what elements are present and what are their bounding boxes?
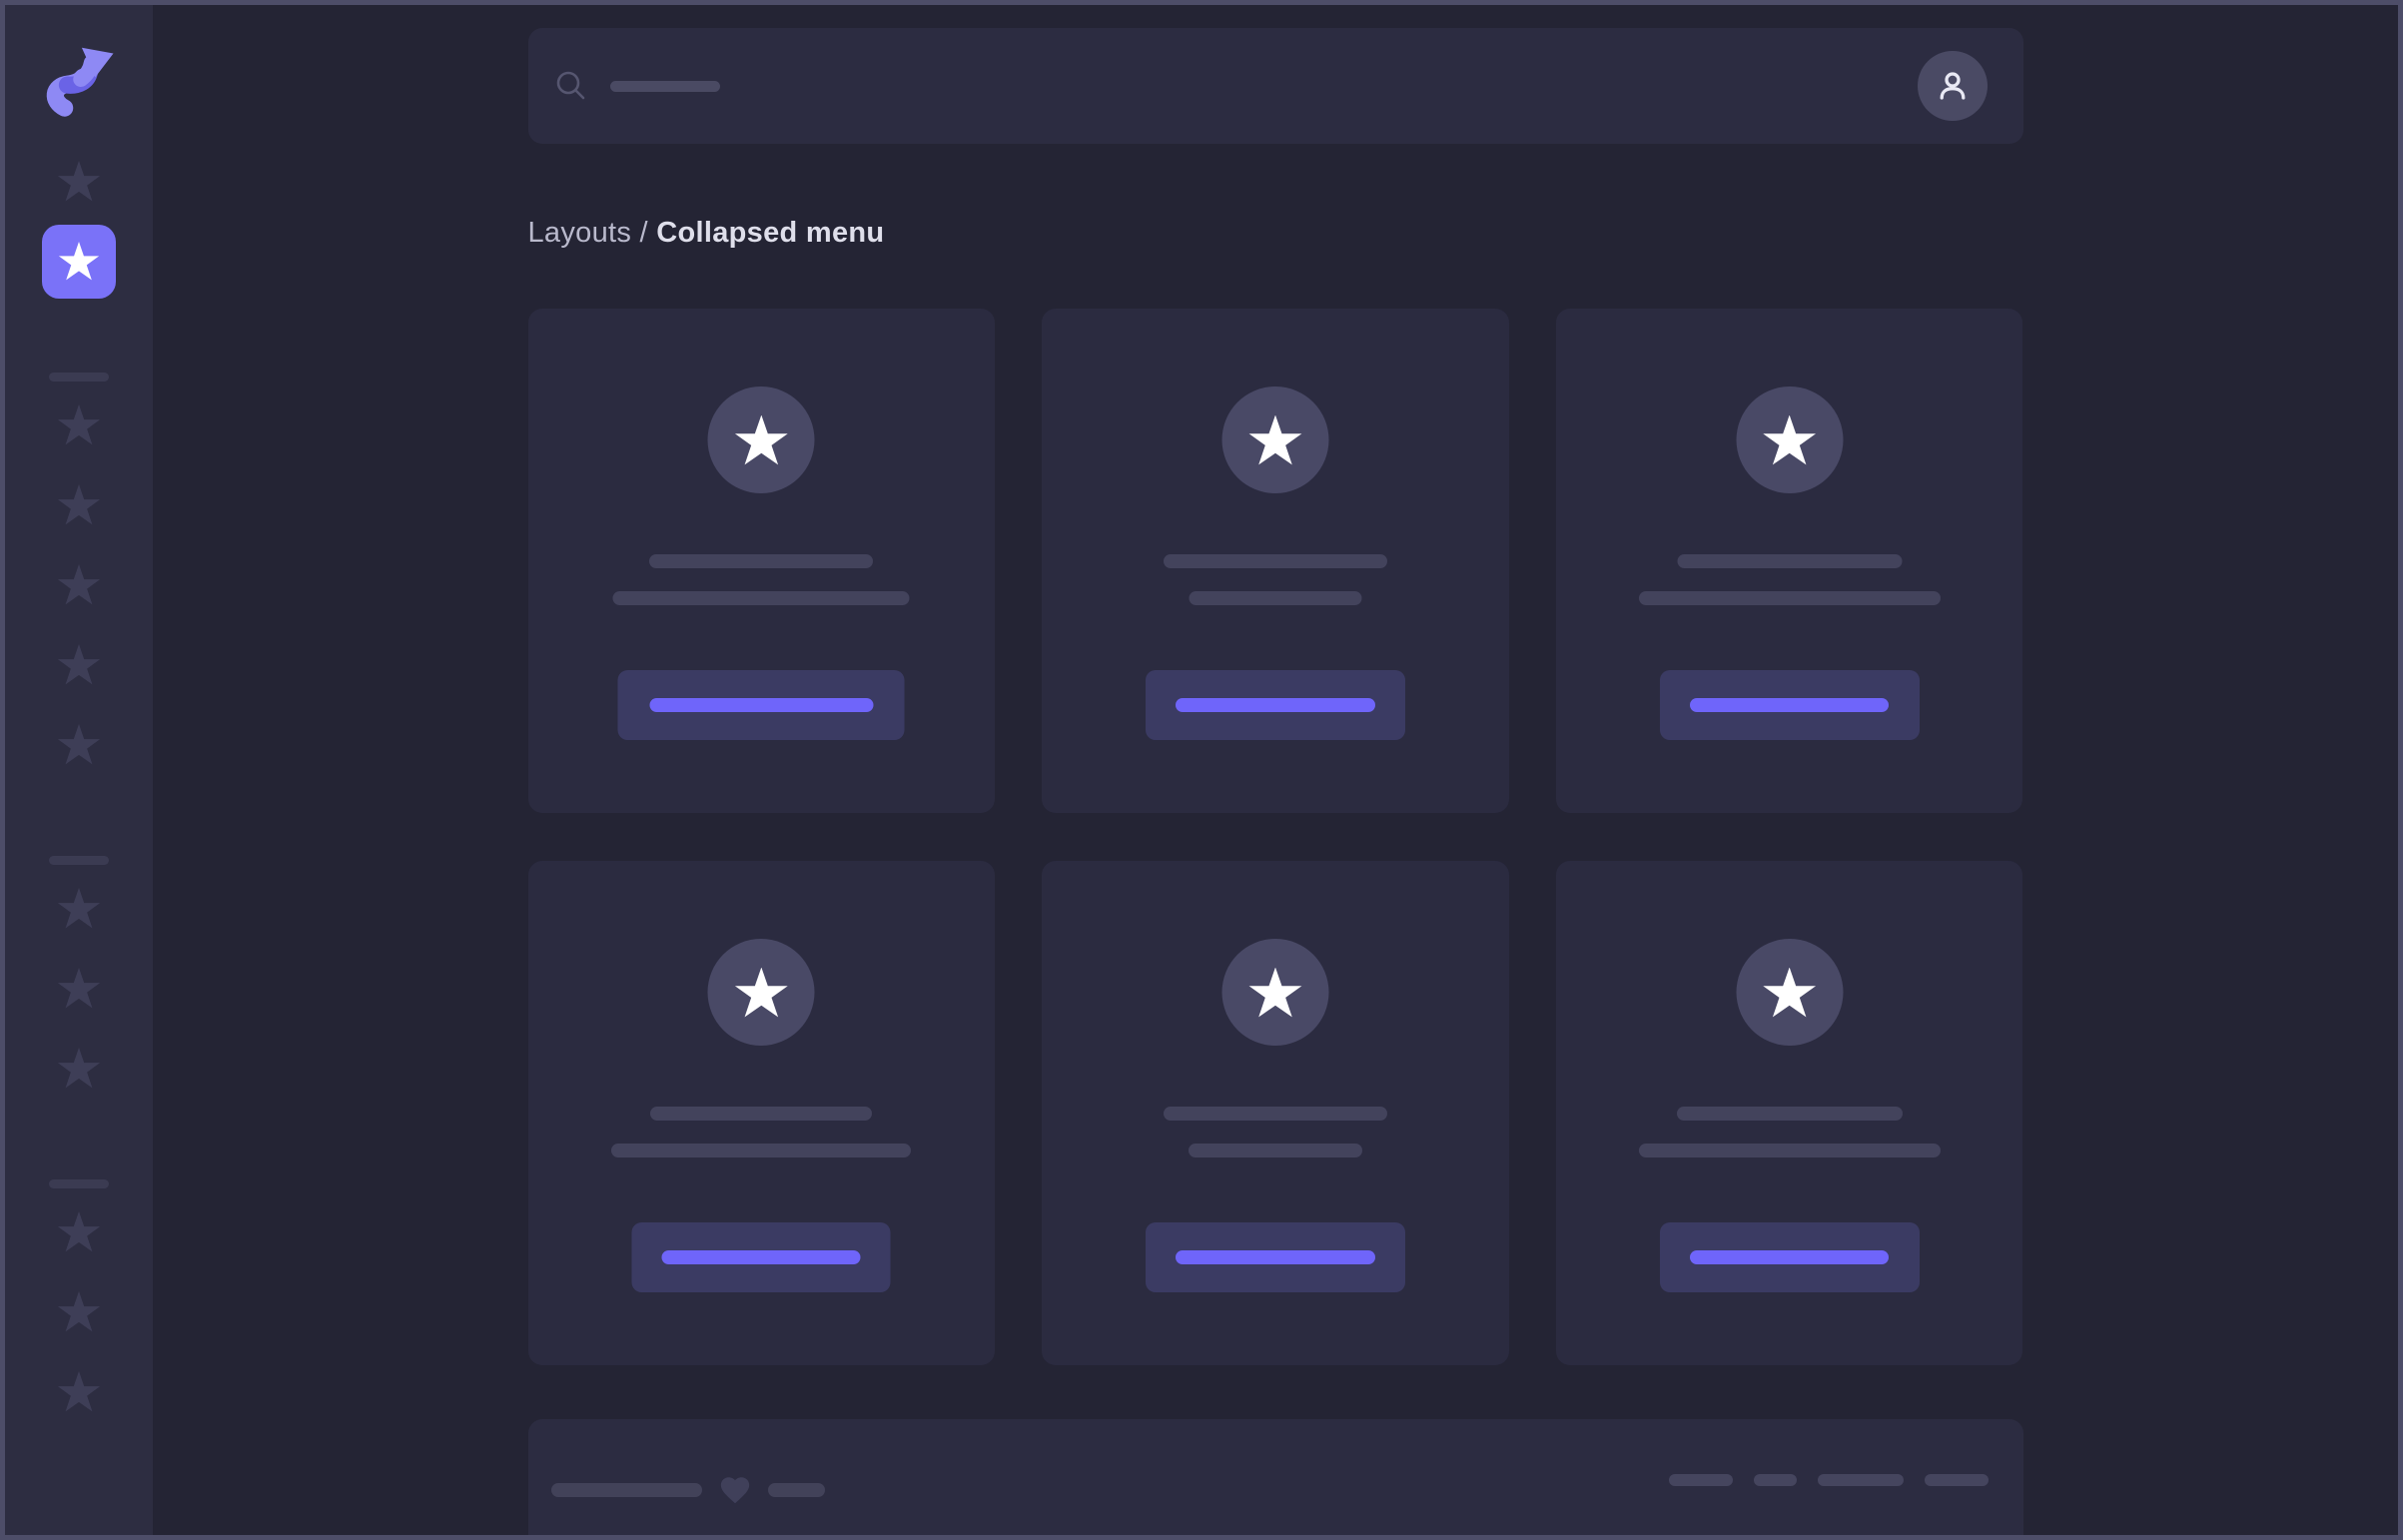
button-label-line [1690,1250,1890,1264]
star-icon [57,1371,101,1412]
card-avatar-circle [707,939,815,1046]
layout-card [527,309,996,813]
avatar-button[interactable] [1917,51,1988,121]
star-icon [57,888,101,929]
sidebar [5,5,153,1535]
card-subtitle-line [612,591,910,605]
star-icon [57,968,101,1009]
card-subtitle-line [1188,1144,1362,1157]
card-action-button[interactable] [1659,670,1920,740]
layout-card [1555,861,2023,1365]
star-icon [1763,414,1817,465]
star-icon [57,404,101,445]
card-subtitle-line [1638,1144,1941,1157]
footer-link-placeholder[interactable] [1668,1474,1733,1486]
card-subtitle-line [1638,591,1941,605]
footer-text-line [767,1483,825,1497]
card-title-line [1163,1107,1387,1121]
card-action-button[interactable] [1145,1222,1405,1292]
star-icon [734,967,788,1018]
card-avatar-circle [1221,939,1329,1046]
layout-card [1042,309,1509,813]
button-label-line [661,1250,861,1264]
layout-card [1042,861,1509,1365]
star-icon [57,1211,101,1252]
footer-left [550,1473,825,1507]
search-bar[interactable] [527,28,2023,144]
card-title-line [650,1107,873,1121]
sidebar-divider [49,1179,109,1188]
breadcrumb-parent[interactable]: Layouts [527,217,632,249]
sidebar-nav [5,133,153,1429]
sidebar-item-star[interactable] [42,952,116,1026]
star-icon [58,242,100,281]
button-label-line [1175,698,1375,712]
star-icon [1248,414,1302,465]
button-label-line [1690,698,1890,712]
sidebar-item-star[interactable] [42,1032,116,1106]
footer-links [1668,1473,1989,1486]
person-icon [1940,72,1965,100]
search-placeholder-line [609,80,720,92]
content-column: Layouts / Collapsed menu [527,5,2023,1535]
card-subtitle-line [611,1144,912,1157]
breadcrumb-separator-glyph: / [639,217,648,249]
footer-link-placeholder[interactable] [1924,1474,1989,1486]
card-action-button[interactable] [1145,670,1405,740]
sidebar-item-star-active[interactable] [42,225,116,299]
star-icon [734,414,788,465]
card-title-line [649,554,874,568]
star-icon [57,484,101,525]
sidebar-item-star[interactable] [42,1275,116,1349]
sidebar-item-star[interactable] [42,388,116,462]
footer-link-placeholder[interactable] [1753,1474,1797,1486]
card-action-button[interactable] [1659,1222,1920,1292]
card-action-button[interactable] [631,1222,891,1292]
breadcrumb: Layouts / Collapsed menu [528,217,2023,250]
sidebar-item-star[interactable] [42,1355,116,1429]
search-icon [556,71,584,100]
card-title-line [1163,554,1387,568]
heart-icon [720,1477,749,1504]
button-label-line [1175,1250,1375,1264]
card-subtitle-line [1189,591,1362,605]
card-avatar-circle [1736,386,1844,493]
star-icon [1763,967,1817,1018]
card-title-line [1676,1107,1903,1121]
card-avatar-circle [1736,939,1844,1046]
sidebar-item-star[interactable] [42,548,116,622]
button-label-line [649,698,874,712]
star-icon [1248,967,1302,1018]
layout-card [1555,309,2023,813]
breadcrumb-spacer [648,217,656,249]
sidebar-item-star[interactable] [42,628,116,702]
sidebar-item-star[interactable] [42,872,116,946]
sidebar-item-star[interactable] [42,468,116,542]
card-avatar-circle [1221,386,1329,493]
sidebar-item-star[interactable] [42,145,116,219]
main-area: Layouts / Collapsed menu [153,5,2398,1535]
app-logo-icon[interactable] [33,41,125,133]
star-icon [57,724,101,765]
star-icon [57,161,101,202]
star-icon [57,1291,101,1332]
footer-text-line [550,1483,702,1497]
card-avatar-circle [707,386,815,493]
sidebar-divider [49,373,109,382]
card-grid [527,309,2023,1365]
footer-link-placeholder[interactable] [1817,1474,1904,1486]
star-icon [57,644,101,685]
sidebar-item-star[interactable] [42,1195,116,1269]
card-title-line [1677,554,1903,568]
star-icon [57,1048,101,1089]
card-action-button[interactable] [617,670,905,740]
star-icon [57,564,101,605]
layout-card [527,861,996,1365]
sidebar-divider [49,856,109,865]
breadcrumb-current: Collapsed menu [656,217,885,249]
footer-bar [527,1419,2023,1535]
sidebar-item-star[interactable] [42,708,116,782]
